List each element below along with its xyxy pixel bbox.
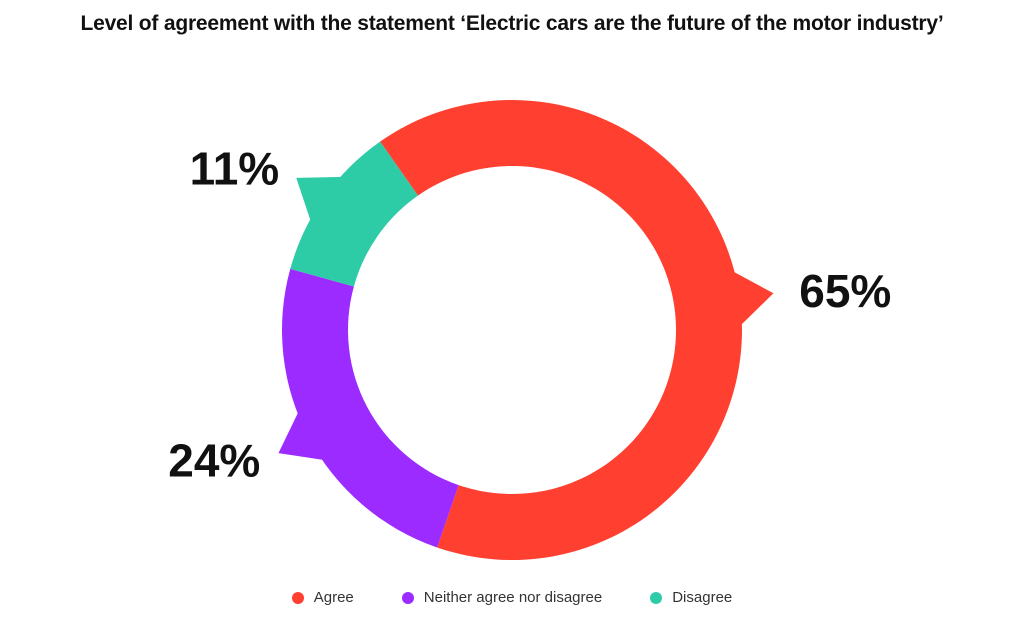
legend: Agree Neither agree nor disagree Disagre…: [0, 589, 1024, 606]
legend-item-neither: Neither agree nor disagree: [401, 589, 603, 606]
legend-label-agree: Agree: [313, 589, 354, 606]
legend-label-neither: Neither agree nor disagree: [423, 589, 603, 606]
callout-agree: [732, 270, 774, 327]
slice-disagree: [290, 141, 418, 287]
callout-disagree: [296, 176, 344, 223]
label-disagree: 11%: [190, 143, 280, 195]
legend-dot-neither: [401, 591, 414, 604]
legend-dot-disagree: [650, 591, 663, 604]
legend-label-disagree: Disagree: [672, 589, 733, 606]
slice-agree: [380, 99, 742, 561]
chart-title: Level of agreement with the statement ‘E…: [80, 12, 944, 35]
slice-neither: [281, 268, 459, 548]
callout-neither: [278, 410, 325, 461]
legend-item-agree: Agree: [291, 589, 354, 606]
legend-dot-agree: [291, 591, 304, 604]
label-neither: 24%: [168, 435, 260, 487]
label-agree: 65%: [799, 265, 891, 317]
legend-item-disagree: Disagree: [650, 589, 732, 606]
